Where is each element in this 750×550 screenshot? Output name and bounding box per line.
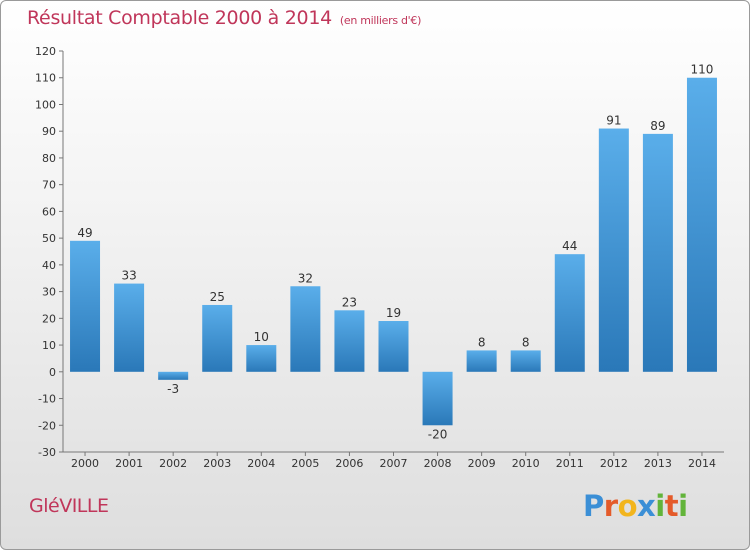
logo-letter: x: [637, 489, 656, 523]
y-tick-label: 120: [35, 45, 56, 58]
bar: [422, 371, 453, 426]
logo-letter: t: [664, 489, 679, 523]
y-tick-label: 0: [49, 366, 56, 379]
bar: [70, 240, 101, 372]
x-tick-label: 2000: [71, 457, 99, 470]
bar: [510, 350, 541, 372]
data-label: -20: [428, 427, 448, 441]
x-tick-label: 2013: [644, 457, 672, 470]
proxiti-logo: Proxiti: [583, 489, 688, 523]
bar: [554, 254, 585, 372]
logo-letter: P: [583, 489, 604, 523]
commune-name: GléVILLE: [29, 495, 109, 517]
bar: [466, 350, 497, 372]
x-tick-label: 2004: [247, 457, 275, 470]
y-tick-label: 100: [35, 98, 56, 111]
data-label: 10: [254, 330, 269, 344]
bar: [114, 283, 145, 372]
data-label: 91: [606, 114, 621, 128]
bar: [598, 128, 629, 372]
y-tick-label: 40: [42, 259, 56, 272]
bar: [334, 310, 365, 372]
data-label: 32: [298, 271, 313, 285]
x-tick-label: 2001: [115, 457, 143, 470]
y-tick-label: 110: [35, 72, 56, 85]
bar: [246, 345, 277, 372]
y-tick-label: 50: [42, 232, 56, 245]
data-label: 33: [121, 269, 136, 283]
logo-letter: i: [678, 489, 688, 523]
y-tick-label: -20: [38, 419, 56, 432]
data-label: 110: [691, 63, 714, 77]
y-tick-label: -10: [38, 393, 56, 406]
data-label: 49: [77, 226, 92, 240]
x-tick-label: 2008: [424, 457, 452, 470]
data-label: 44: [562, 239, 577, 253]
logo-letter: o: [617, 489, 638, 523]
title-text: Résultat Comptable 2000 à 2014: [27, 7, 332, 29]
y-tick-label: 90: [42, 125, 56, 138]
x-tick-label: 2006: [335, 457, 363, 470]
bar: [686, 77, 717, 372]
x-tick-label: 2005: [291, 457, 319, 470]
bar: [202, 304, 233, 372]
x-tick-label: 2003: [203, 457, 231, 470]
bar: [378, 321, 409, 372]
data-label: -3: [167, 382, 179, 396]
y-tick-label: 20: [42, 312, 56, 325]
y-tick-label: 80: [42, 152, 56, 165]
data-label: 8: [478, 335, 486, 349]
y-tick-label: 30: [42, 286, 56, 299]
x-tick-label: 2011: [556, 457, 584, 470]
x-tick-label: 2010: [512, 457, 540, 470]
data-label: 8: [522, 335, 530, 349]
y-tick-label: 70: [42, 179, 56, 192]
x-tick-label: 2014: [688, 457, 716, 470]
bar: [158, 371, 189, 380]
x-tick-label: 2007: [380, 457, 408, 470]
data-label: 19: [386, 306, 401, 320]
y-tick-label: 60: [42, 205, 56, 218]
title-unit: (en milliers d'€): [339, 14, 422, 27]
x-tick-label: 2012: [600, 457, 628, 470]
bar: [290, 286, 321, 372]
logo-letter: r: [603, 489, 618, 523]
data-label: 89: [650, 119, 665, 133]
data-label: 23: [342, 295, 357, 309]
y-tick-label: -30: [38, 446, 56, 459]
data-label: 25: [210, 290, 225, 304]
y-tick-label: 10: [42, 339, 56, 352]
chart-title: Résultat Comptable 2000 à 2014 (en millie…: [27, 7, 421, 29]
x-tick-label: 2009: [468, 457, 496, 470]
bar: [642, 133, 673, 372]
logo-letter: i: [655, 489, 665, 523]
x-tick-label: 2002: [159, 457, 187, 470]
